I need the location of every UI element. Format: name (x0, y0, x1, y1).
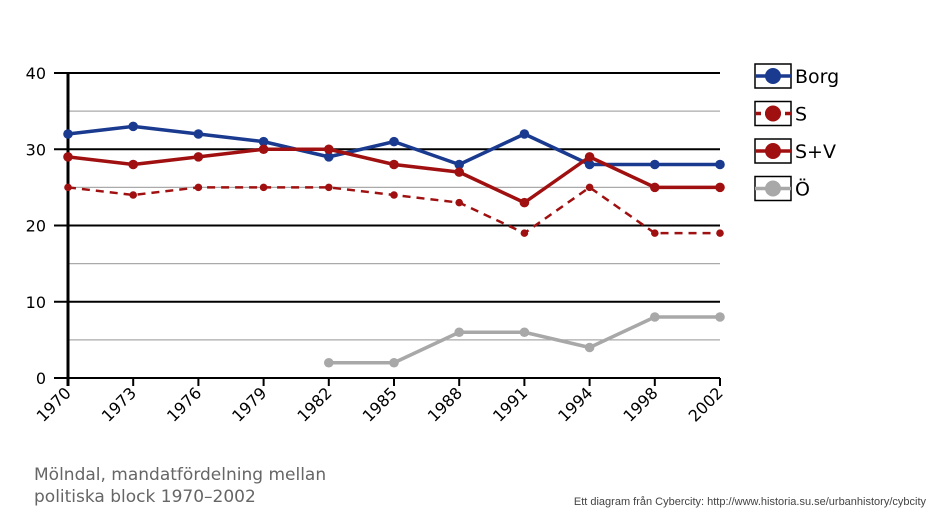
y-tick-label: 20 (26, 217, 46, 236)
data-point-Ö (584, 342, 595, 353)
data-point-S+V (128, 159, 138, 170)
data-point-Ö (389, 357, 399, 368)
legend-swatch-marker (765, 180, 781, 197)
legend-label: S+V (795, 141, 836, 163)
legend-label: Borg (795, 66, 839, 88)
data-point-S (194, 183, 203, 192)
data-point-S+V (519, 197, 530, 208)
data-point-Ö (454, 327, 465, 338)
data-point-S+V (258, 144, 269, 155)
y-tick-label: 40 (26, 64, 46, 83)
chart: 0 10 20 30 40 1970 1973 1976 1979 1982 1985 1988 199… (26, 63, 839, 426)
data-point-S (585, 183, 594, 192)
data-point-Borg (715, 159, 725, 170)
x-tick-label: 1976 (163, 383, 205, 425)
data-point-S+V (454, 167, 465, 177)
y-tick-label: 30 (26, 140, 46, 159)
data-point-Borg (519, 129, 530, 139)
data-point-Borg (389, 136, 399, 147)
x-tick-label: 1998 (619, 383, 661, 425)
data-point-S (390, 191, 398, 199)
data-point-Borg (324, 152, 334, 162)
data-point-S (325, 183, 333, 192)
data-point-S+V (389, 159, 399, 170)
data-point-S (64, 183, 72, 192)
x-tick-label: 1991 (489, 383, 531, 425)
legend-swatch-marker (765, 68, 781, 84)
data-point-S (716, 229, 724, 237)
data-point-S+V (650, 182, 660, 193)
x-tick-label: 1970 (33, 383, 75, 425)
x-tick-label: 1988 (424, 383, 466, 425)
data-point-Ö (324, 357, 334, 368)
data-point-S (259, 183, 268, 192)
y-tick-label: 0 (36, 369, 46, 388)
x-tick-label: 2002 (685, 383, 727, 425)
legend-swatch-marker (765, 143, 781, 159)
x-tick-label: 1985 (359, 383, 401, 425)
data-point-S (651, 229, 659, 237)
data-point-Borg (258, 136, 269, 147)
legend-label: Ö (795, 178, 810, 201)
data-point-Borg (650, 159, 660, 170)
data-point-Borg (193, 129, 204, 139)
chart-caption: Mölndal, mandatfördelning mellan politis… (34, 465, 327, 507)
data-point-S+V (584, 152, 595, 162)
legend-label: S (795, 104, 807, 126)
data-point-S (520, 229, 529, 237)
data-point-Ö (519, 327, 530, 338)
data-point-Borg (63, 129, 73, 139)
data-point-Borg (584, 159, 595, 170)
data-point-Ö (650, 312, 660, 322)
data-point-S+V (324, 144, 334, 155)
x-tick-label: 1973 (98, 383, 140, 425)
y-tick-label: 10 (26, 293, 46, 312)
data-point-S (129, 191, 137, 199)
data-point-Ö (715, 312, 725, 322)
data-point-S+V (63, 152, 73, 162)
legend-swatch-marker (765, 105, 781, 122)
chart-credit: Ett diagram från Cybercity: http://www.h… (573, 496, 926, 508)
data-point-S+V (715, 182, 725, 193)
data-point-Borg (454, 159, 465, 170)
x-tick-label: 1979 (228, 383, 270, 425)
x-tick-label: 1994 (554, 383, 596, 425)
data-point-S (455, 198, 464, 207)
data-point-S+V (193, 152, 204, 162)
data-point-Borg (128, 121, 138, 132)
x-tick-label: 1982 (293, 383, 335, 425)
